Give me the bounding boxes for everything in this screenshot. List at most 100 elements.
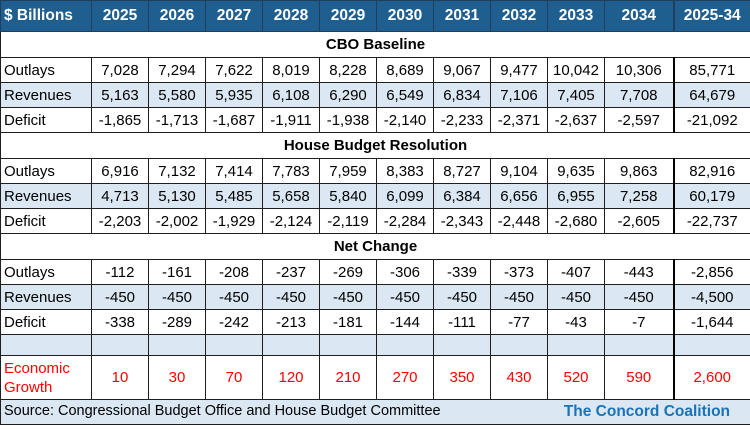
- table-cell: -2,371: [490, 107, 548, 133]
- section-title-row: House Budget Resolution: [0, 132, 750, 159]
- row-label: Deficit: [0, 309, 92, 335]
- table-cell: -339: [433, 259, 491, 285]
- table-cell: -450: [433, 284, 491, 310]
- table-cell: 8,727: [433, 158, 491, 184]
- spacer-cell: [433, 334, 491, 356]
- section-title-row: Net Change: [0, 233, 750, 260]
- section-title: House Budget Resolution: [0, 132, 750, 159]
- table-cell: -2,203: [91, 208, 149, 234]
- table-cell: -2,343: [433, 208, 491, 234]
- section-title-row: CBO Baseline: [0, 31, 750, 58]
- table-row: Deficit -1,865 -1,713 -1,687 -1,911 -1,938 -2,…: [0, 107, 750, 133]
- table-cell: 7,028: [91, 57, 149, 83]
- economic-growth-label: Economic Growth: [0, 355, 92, 400]
- row-label: Revenues: [0, 284, 92, 310]
- table-cell: -450: [91, 284, 149, 310]
- economic-growth-cell: 70: [205, 355, 263, 400]
- economic-growth-cell: 30: [148, 355, 206, 400]
- table-cell: 6,099: [376, 183, 434, 209]
- table-cell: -269: [319, 259, 377, 285]
- economic-growth-cell: 520: [547, 355, 605, 400]
- table-cell: -1,938: [319, 107, 377, 133]
- spacer-cell: [672, 334, 750, 356]
- economic-growth-cell: 590: [604, 355, 674, 400]
- table-cell: 5,130: [148, 183, 206, 209]
- table-cell: 7,708: [604, 82, 674, 108]
- table-cell: -2,680: [547, 208, 605, 234]
- header-year: 2030: [376, 0, 434, 32]
- spacer-cell: [319, 334, 377, 356]
- table-cell: 60,179: [672, 183, 750, 209]
- spacer-cell: [604, 334, 674, 356]
- table-cell: 7,294: [148, 57, 206, 83]
- table-cell: -112: [91, 259, 149, 285]
- spacer-cell: [0, 334, 92, 356]
- table-cell: -450: [604, 284, 674, 310]
- table-cell: -2,605: [604, 208, 674, 234]
- spacer-cell: [376, 334, 434, 356]
- source-text: Source: Congressional Budget Office and …: [4, 403, 441, 419]
- economic-label-line2: Growth: [4, 378, 53, 396]
- economic-growth-cell: 10: [91, 355, 149, 400]
- table-cell: -1,929: [205, 208, 263, 234]
- economic-growth-cell: 120: [262, 355, 320, 400]
- table-cell: -43: [547, 309, 605, 335]
- table-row: Revenues 5,163 5,580 5,935 6,108 6,290 6,549 6,…: [0, 82, 750, 108]
- table-cell: 6,916: [91, 158, 149, 184]
- table-row: Revenues 4,713 5,130 5,485 5,658 5,840 6,099 6,…: [0, 183, 750, 209]
- header-year: 2026: [148, 0, 206, 32]
- table-cell: -213: [262, 309, 320, 335]
- table-cell: 10,042: [547, 57, 605, 83]
- header-year: 2027: [205, 0, 263, 32]
- table-cell: -77: [490, 309, 548, 335]
- economic-growth-cell: 210: [319, 355, 377, 400]
- row-label: Revenues: [0, 82, 92, 108]
- spacer-cell: [490, 334, 548, 356]
- table-cell: 10,306: [604, 57, 674, 83]
- header-year: 2031: [433, 0, 491, 32]
- table-cell: -306: [376, 259, 434, 285]
- table-cell: 9,104: [490, 158, 548, 184]
- table-cell: -237: [262, 259, 320, 285]
- table-cell: 7,622: [205, 57, 263, 83]
- table-cell: -1,911: [262, 107, 320, 133]
- table-cell: -4,500: [672, 284, 750, 310]
- table-row: Deficit -338 -289 -242 -213 -181 -144 -111 -77 -4…: [0, 309, 750, 335]
- table-row: Revenues -450 -450 -450 -450 -450 -450 -450 -450…: [0, 284, 750, 310]
- table-cell: -407: [547, 259, 605, 285]
- row-label: Outlays: [0, 158, 92, 184]
- table-cell: 6,549: [376, 82, 434, 108]
- table-cell: -2,140: [376, 107, 434, 133]
- table-cell: -181: [319, 309, 377, 335]
- table-cell: -7: [604, 309, 674, 335]
- source-row: Source: Congressional Budget Office and …: [0, 399, 750, 425]
- row-label: Deficit: [0, 107, 92, 133]
- table-row: Outlays -112 -161 -208 -237 -269 -306 -339 -373-…: [0, 259, 750, 285]
- row-label: Revenues: [0, 183, 92, 209]
- table-cell: -450: [205, 284, 263, 310]
- table-cell: -450: [376, 284, 434, 310]
- header-year: 2034: [604, 0, 674, 32]
- spacer-cell: [91, 334, 149, 356]
- header-year: 2029: [319, 0, 377, 32]
- table-cell: -144: [376, 309, 434, 335]
- table-cell: 8,689: [376, 57, 434, 83]
- table-cell: 7,414: [205, 158, 263, 184]
- spacer-cell: [547, 334, 605, 356]
- table-cell: 7,959: [319, 158, 377, 184]
- table-row: Deficit -2,203 -2,002 -1,929 -2,124 -2,119 -2,…: [0, 208, 750, 234]
- table-cell: -2,124: [262, 208, 320, 234]
- header-row: $ Billions 2025 2026 2027 2028 2029 2030 2031 20…: [0, 0, 750, 32]
- table-cell: 9,635: [547, 158, 605, 184]
- table-cell: 85,771: [672, 57, 750, 83]
- table-cell: 7,405: [547, 82, 605, 108]
- table-cell: -2,119: [319, 208, 377, 234]
- table-cell: -111: [433, 309, 491, 335]
- table-cell: 9,477: [490, 57, 548, 83]
- header-year: 2033: [547, 0, 605, 32]
- table-cell: 6,108: [262, 82, 320, 108]
- spacer-cell: [148, 334, 206, 356]
